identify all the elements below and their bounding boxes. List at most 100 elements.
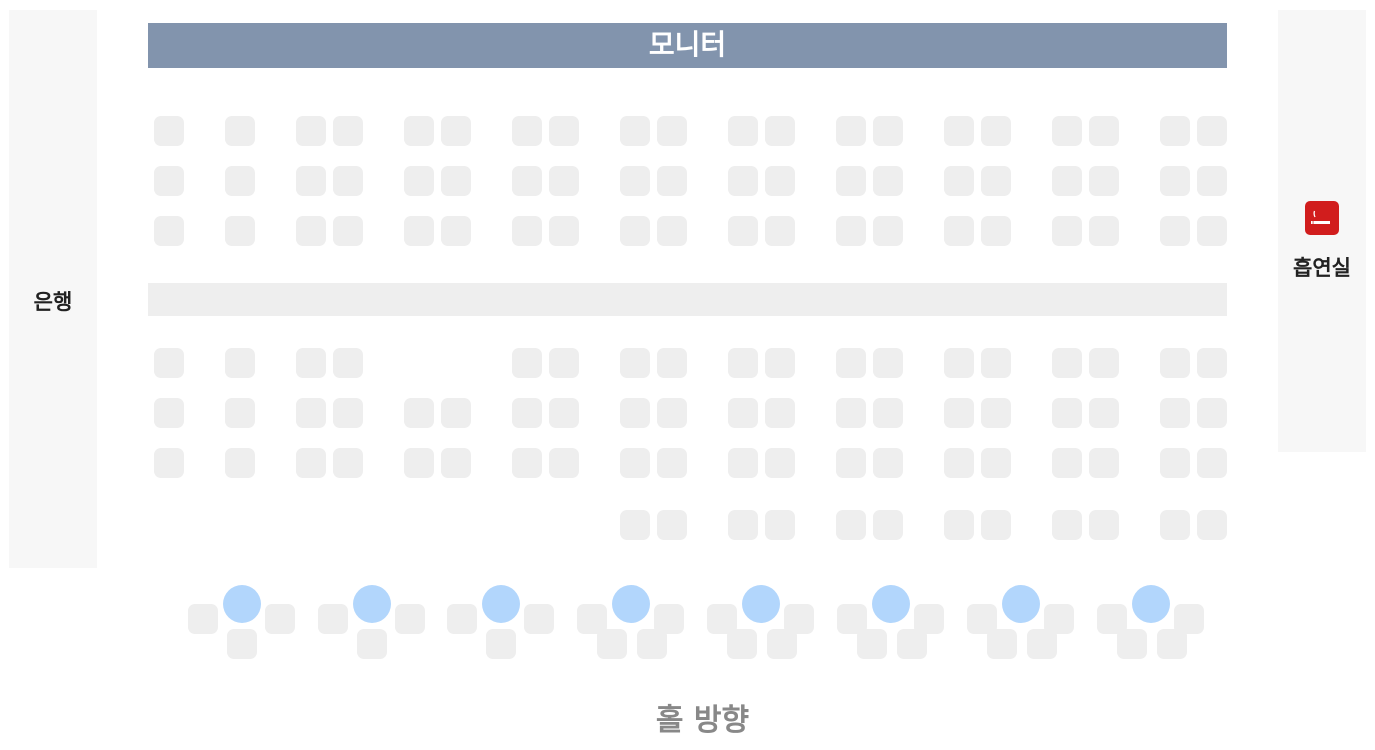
seat[interactable] [441,448,471,478]
seat[interactable] [1089,116,1119,146]
seat[interactable] [1160,166,1190,196]
seat[interactable] [620,216,650,246]
seat[interactable] [1117,629,1147,659]
seat[interactable] [873,448,903,478]
seat[interactable] [225,448,255,478]
seat[interactable] [620,116,650,146]
seat[interactable] [836,348,866,378]
seat[interactable] [154,116,184,146]
seat[interactable] [524,604,554,634]
seat[interactable] [296,398,326,428]
seat[interactable] [296,216,326,246]
seat[interactable] [944,348,974,378]
seat[interactable] [512,448,542,478]
seat[interactable] [1197,348,1227,378]
seat[interactable] [549,116,579,146]
seat[interactable] [657,348,687,378]
seat[interactable] [549,348,579,378]
seat[interactable] [188,604,218,634]
seat[interactable] [765,116,795,146]
seat[interactable] [727,629,757,659]
seat[interactable] [873,398,903,428]
seat[interactable] [873,510,903,540]
seat[interactable] [765,398,795,428]
seat[interactable] [404,216,434,246]
seat[interactable] [987,629,1017,659]
seat[interactable] [944,166,974,196]
seat[interactable] [981,398,1011,428]
seat[interactable] [981,448,1011,478]
seat[interactable] [512,216,542,246]
seat[interactable] [225,116,255,146]
seat[interactable] [512,398,542,428]
seat[interactable] [296,116,326,146]
seat[interactable] [765,448,795,478]
seat[interactable] [873,216,903,246]
seat[interactable] [512,116,542,146]
seat[interactable] [1160,116,1190,146]
seat[interactable] [296,348,326,378]
seat[interactable] [620,448,650,478]
seat[interactable] [225,398,255,428]
seat[interactable] [441,216,471,246]
seat[interactable] [657,398,687,428]
seat[interactable] [441,398,471,428]
seat[interactable] [512,348,542,378]
seat[interactable] [333,398,363,428]
seat[interactable] [981,166,1011,196]
seat[interactable] [836,448,866,478]
seat[interactable] [225,216,255,246]
seat[interactable] [873,166,903,196]
seat[interactable] [1197,116,1227,146]
seat[interactable] [944,216,974,246]
seat[interactable] [657,166,687,196]
seat[interactable] [225,348,255,378]
seat[interactable] [620,398,650,428]
seat[interactable] [1157,629,1187,659]
seat[interactable] [1089,448,1119,478]
seat[interactable] [873,116,903,146]
seat[interactable] [728,448,758,478]
seat[interactable] [441,166,471,196]
seat[interactable] [1052,510,1082,540]
seat[interactable] [1197,510,1227,540]
seat[interactable] [404,166,434,196]
seat[interactable] [154,348,184,378]
seat[interactable] [318,604,348,634]
seat[interactable] [1160,510,1190,540]
seat[interactable] [620,348,650,378]
seat[interactable] [944,398,974,428]
seat[interactable] [447,604,477,634]
seat[interactable] [620,166,650,196]
seat[interactable] [549,398,579,428]
seat[interactable] [657,216,687,246]
seat[interactable] [333,348,363,378]
seat[interactable] [981,510,1011,540]
seat[interactable] [1160,216,1190,246]
seat[interactable] [767,629,797,659]
seat[interactable] [728,116,758,146]
seat[interactable] [404,398,434,428]
seat[interactable] [765,166,795,196]
seat[interactable] [1052,398,1082,428]
seat[interactable] [981,116,1011,146]
seat[interactable] [333,216,363,246]
seat[interactable] [728,510,758,540]
seat[interactable] [1052,348,1082,378]
seat[interactable] [981,348,1011,378]
seat[interactable] [765,348,795,378]
seat[interactable] [1089,398,1119,428]
seat[interactable] [728,348,758,378]
seat[interactable] [549,216,579,246]
seat[interactable] [441,116,471,146]
seat[interactable] [154,448,184,478]
seat[interactable] [944,116,974,146]
seat[interactable] [728,166,758,196]
seat[interactable] [333,166,363,196]
seat[interactable] [549,448,579,478]
seat[interactable] [981,216,1011,246]
seat[interactable] [836,398,866,428]
seat[interactable] [227,629,257,659]
seat[interactable] [1160,348,1190,378]
seat[interactable] [657,448,687,478]
